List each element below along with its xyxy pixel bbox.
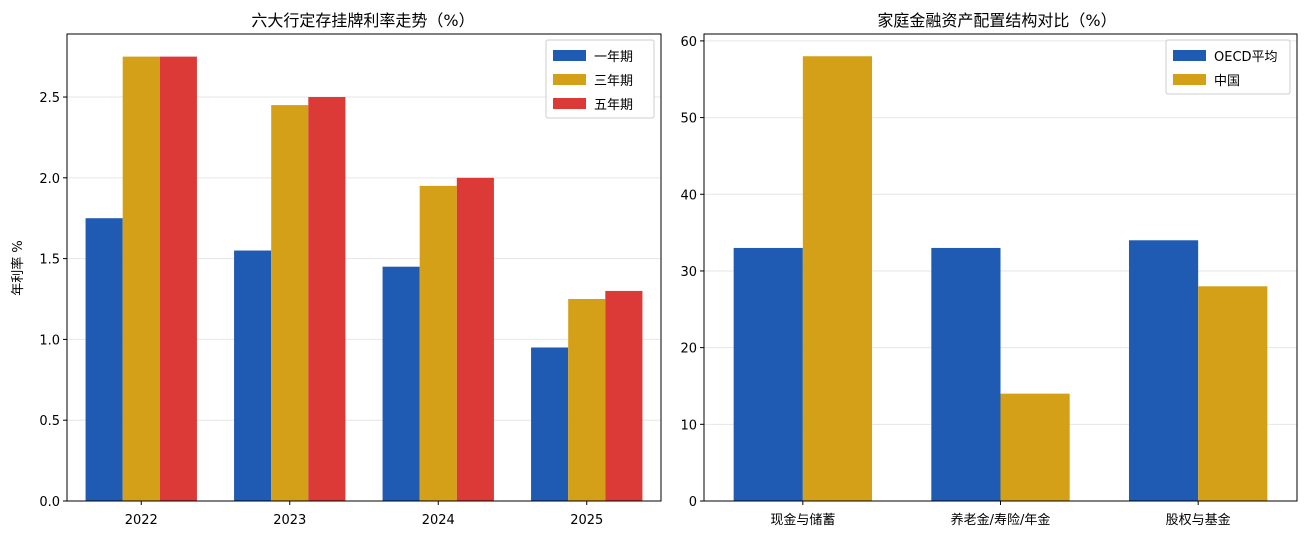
legend-label: 一年期 — [594, 50, 633, 65]
chart-title: 家庭金融资产配置结构对比（%） — [877, 11, 1116, 30]
legend-label: OECD平均 — [1214, 50, 1278, 65]
x-tick-label: 股权与基金 — [1166, 512, 1231, 528]
bar-中国-养老金/寿险/年金 — [1000, 393, 1070, 501]
x-tick-label: 现金与储蓄 — [770, 512, 835, 528]
bar-五年期-2025 — [605, 290, 643, 501]
bar-一年期-2025 — [531, 347, 569, 501]
bar-OECD平均-股权与基金 — [1128, 240, 1199, 501]
y-tick-label: 50 — [680, 112, 697, 127]
plot-frame — [66, 33, 662, 502]
bar-三年期-2024 — [419, 185, 457, 502]
legend-label: 中国 — [1214, 74, 1240, 89]
y-tick-label: 1.5 — [39, 253, 60, 268]
y-tick-label: 0.5 — [39, 414, 60, 429]
chart-title: 六大行定存挂牌利率走势（%） — [251, 11, 474, 30]
y-tick-label: 60 — [680, 35, 697, 50]
y-tick-label: 2.0 — [39, 172, 60, 187]
y-tick-label: 1.0 — [39, 333, 60, 348]
y-tick-label: 10 — [680, 418, 697, 433]
bar-三年期-2022 — [122, 56, 160, 502]
y-tick-label: 2.5 — [39, 91, 60, 106]
legend-label: 五年期 — [594, 98, 633, 113]
chart-deposit-rates: 六大行定存挂牌利率走势（%） 年利率 % 0.0 0.5 1.0 1.5 2.0 2.5 2… — [10, 11, 662, 528]
bar-三年期-2025 — [568, 299, 606, 501]
bar-五年期-2022 — [159, 56, 197, 502]
bar-一年期-2024 — [382, 266, 420, 501]
bar-一年期-2022 — [85, 218, 123, 501]
legend-swatch — [553, 74, 586, 85]
bar-OECD平均-养老金/寿险/年金 — [931, 247, 1001, 501]
bar-中国-股权与基金 — [1198, 286, 1268, 501]
legend-label: 三年期 — [594, 74, 633, 89]
x-tick-label: 2023 — [273, 513, 306, 528]
bar-一年期-2023 — [234, 250, 272, 501]
y-tick-label: 30 — [680, 265, 697, 280]
legend-swatch — [1173, 74, 1206, 85]
legend-swatch — [553, 98, 586, 109]
legend-swatch — [553, 50, 586, 61]
x-tick-label: 2025 — [570, 513, 603, 528]
x-tick-label: 养老金/寿险/年金 — [951, 512, 1051, 528]
legend-swatch — [1173, 50, 1206, 61]
y-axis-label: 年利率 % — [10, 240, 26, 296]
bar-OECD平均-现金与储蓄 — [733, 247, 803, 501]
chart-asset-allocation: 家庭金融资产配置结构对比（%） 0 10 20 30 40 50 60 现金与储蓄 养老金/寿险… — [680, 11, 1298, 528]
y-tick-label: 0 — [689, 495, 697, 510]
y-tick-label: 0.0 — [39, 495, 60, 510]
x-tick-label: 2024 — [422, 513, 455, 528]
y-tick-label: 40 — [680, 188, 697, 203]
bar-五年期-2023 — [308, 97, 346, 502]
y-tick-label: 20 — [680, 342, 697, 357]
bar-五年期-2024 — [456, 177, 494, 502]
x-tick-label: 2022 — [125, 513, 158, 528]
bar-三年期-2023 — [271, 105, 309, 502]
bar-中国-现金与储蓄 — [802, 56, 873, 501]
